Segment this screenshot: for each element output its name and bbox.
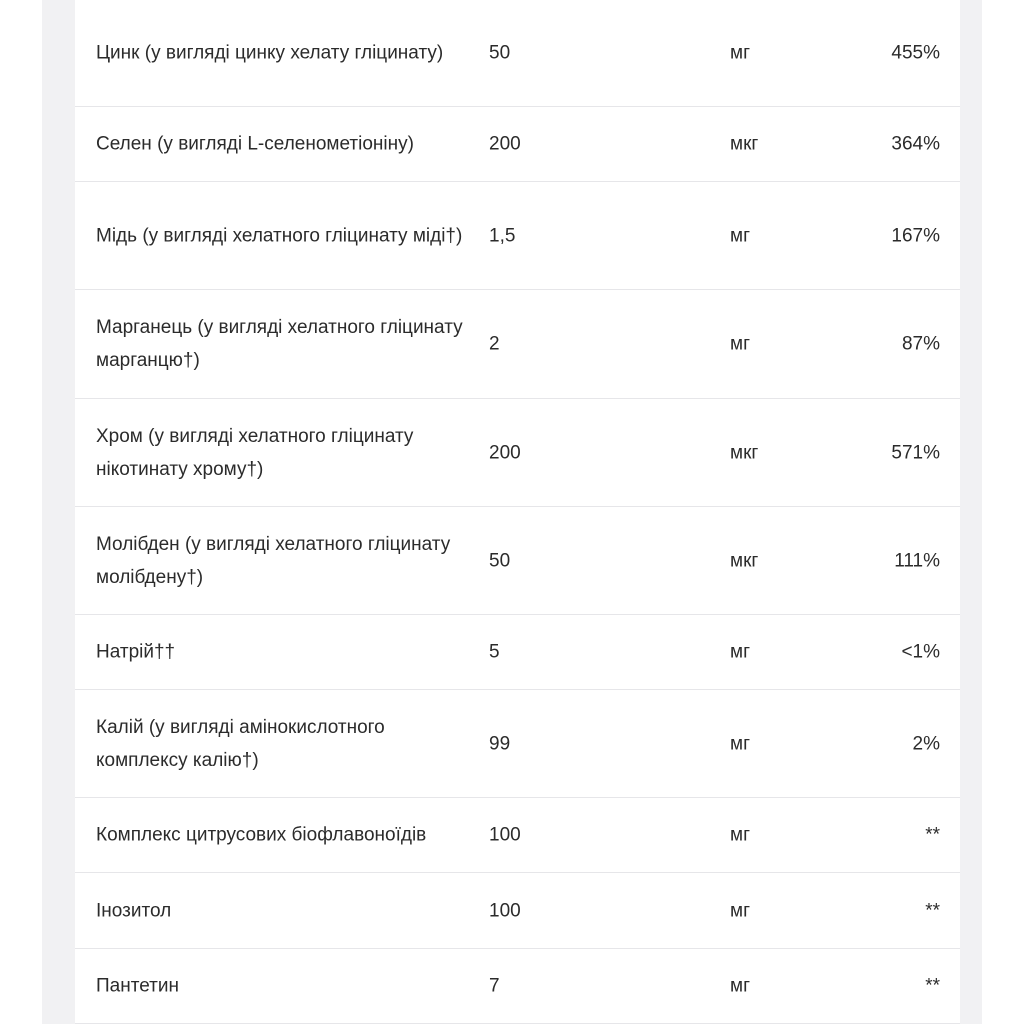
ingredient-name: Комплекс цитрусових біофлавоноїдів <box>96 824 427 846</box>
ingredient-daily-value: 111% <box>894 550 940 571</box>
table-row: Мідь (у вигляді хелатного гліцинату міді… <box>75 182 960 290</box>
ingredient-amount: 200 <box>489 133 521 155</box>
table-row: Інозитол 100 мг ** <box>75 873 960 949</box>
ingredient-daily-value: 2% <box>912 733 940 754</box>
ingredient-amount: 7 <box>489 975 500 997</box>
table-row: Комплекс цитрусових біофлавоноїдів 100 м… <box>75 798 960 873</box>
ingredient-unit: мг <box>730 824 750 846</box>
table-row: Марганець (у вигляді хелатного гліцинату… <box>75 290 960 399</box>
ingredient-amount: 99 <box>489 733 511 754</box>
table-row: Селен (у вигляді L-селенометіоніну) 200 … <box>75 107 960 182</box>
ingredient-daily-value: 167% <box>891 225 940 246</box>
ingredient-unit: мг <box>730 225 750 246</box>
ingredient-amount: 5 <box>489 641 500 663</box>
ingredient-name: Хром (у вигляді хелатного гліцинату ніко… <box>96 425 414 480</box>
ingredient-amount: 200 <box>489 442 521 463</box>
ingredient-unit: мг <box>730 333 750 355</box>
ingredient-amount: 50 <box>489 550 511 571</box>
ingredient-daily-value: 87% <box>901 333 940 355</box>
ingredient-unit: мкг <box>730 442 759 463</box>
ingredient-amount: 100 <box>489 824 521 846</box>
ingredient-unit: мкг <box>730 133 759 155</box>
ingredient-name: Цинк (у вигляді цинку хелату гліцинату) <box>96 42 444 64</box>
table-row: Натрій†† 5 мг <1% <box>75 615 960 690</box>
ingredient-daily-value: ** <box>925 824 940 846</box>
ingredient-daily-value: 364% <box>891 133 940 155</box>
ingredient-unit: мкг <box>730 550 759 571</box>
table-row: Молібден (у вигляді хелатного гліцинату … <box>75 507 960 615</box>
ingredient-unit: мг <box>730 733 750 754</box>
table-row: Калій (у вигляді амінокислотного комплек… <box>75 690 960 798</box>
ingredient-name: Селен (у вигляді L-селенометіоніну) <box>96 133 414 155</box>
ingredient-name: Натрій†† <box>96 641 176 663</box>
ingredient-name: Калій (у вигляді амінокислотного комплек… <box>96 716 385 771</box>
ingredient-name: Інозитол <box>96 900 172 921</box>
table-row: Хром (у вигляді хелатного гліцинату ніко… <box>75 399 960 507</box>
ingredient-unit: мг <box>730 975 750 997</box>
ingredient-name: Пантетин <box>96 975 179 997</box>
ingredient-unit: мг <box>730 900 750 921</box>
ingredient-amount: 2 <box>489 333 500 355</box>
ingredient-amount: 50 <box>489 42 511 64</box>
supplement-facts-table: Цинк (у вигляді цинку хелату гліцинату) … <box>75 0 960 1024</box>
ingredient-unit: мг <box>730 641 750 663</box>
ingredient-daily-value: ** <box>925 975 940 997</box>
ingredient-daily-value: 571% <box>891 442 940 463</box>
ingredient-amount: 1,5 <box>489 225 516 246</box>
ingredient-unit: мг <box>730 42 750 64</box>
ingredient-name: Мідь (у вигляді хелатного гліцинату міді… <box>96 225 463 246</box>
ingredient-daily-value: <1% <box>901 641 940 663</box>
table-row: Цинк (у вигляді цинку хелату гліцинату) … <box>75 0 960 107</box>
ingredient-name: Молібден (у вигляді хелатного гліцинату … <box>96 533 451 588</box>
ingredient-amount: 100 <box>489 900 521 921</box>
table-row: Пантетин 7 мг ** <box>75 949 960 1024</box>
ingredient-daily-value: 455% <box>891 42 940 64</box>
ingredient-daily-value: ** <box>925 900 940 921</box>
ingredient-name: Марганець (у вигляді хелатного гліцинату… <box>96 317 463 371</box>
